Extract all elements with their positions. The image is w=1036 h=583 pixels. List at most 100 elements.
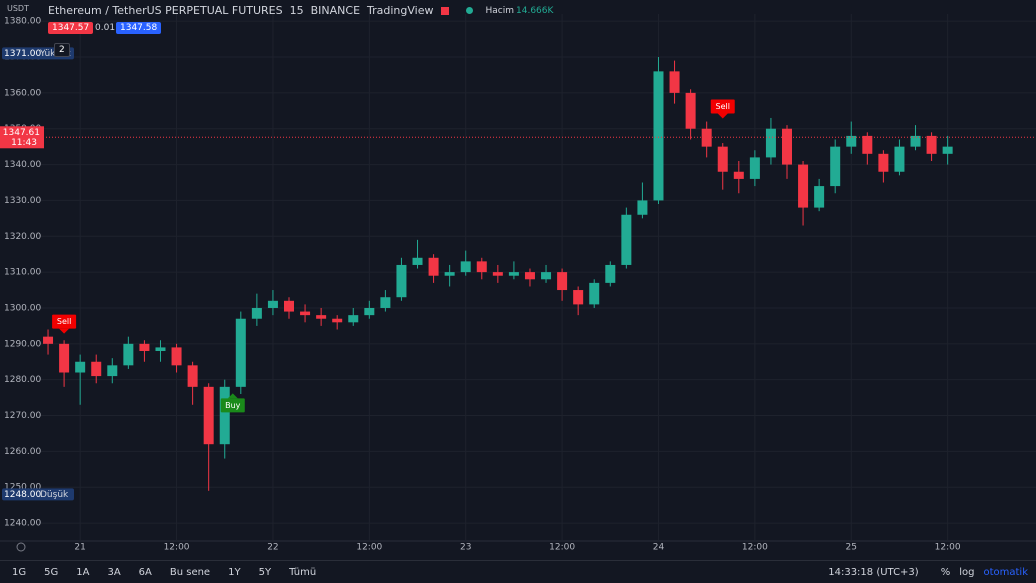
- candle-body: [364, 307, 375, 316]
- candle: [59, 340, 70, 387]
- candle: [332, 315, 343, 330]
- candle: [589, 279, 600, 308]
- signal-label: Sell: [716, 102, 730, 111]
- candle: [765, 117, 776, 165]
- candle: [171, 343, 182, 373]
- candle-body: [926, 135, 937, 154]
- range-button[interactable]: Tümü: [289, 567, 317, 578]
- candle-body: [637, 200, 648, 215]
- y-tick-label: 1260.00: [4, 447, 41, 457]
- candle: [348, 307, 359, 326]
- candle: [814, 178, 825, 212]
- candle-body: [412, 257, 423, 265]
- candle: [91, 354, 102, 384]
- candle-body: [846, 135, 857, 147]
- candle: [926, 132, 937, 161]
- chart: 1240.00 1250.00 1260.00 1270.00 1280.00 1290.…: [0, 14, 1036, 553]
- y-tick-label: 1250.00: [4, 483, 41, 493]
- candle-body: [123, 343, 134, 366]
- ask[interactable]: 1347.58: [116, 22, 162, 34]
- legend: Ethereum / TetherUS PERPETUAL FUTURES 15…: [48, 4, 553, 17]
- percent[interactable]: %: [940, 567, 951, 578]
- candle: [717, 143, 728, 190]
- symbol: Ethereum / TetherUS PERPETUAL FUTURES: [48, 4, 283, 17]
- candle: [300, 304, 311, 323]
- interval: 15: [289, 4, 304, 17]
- signal-box: [220, 398, 245, 413]
- candle-body: [187, 365, 198, 387]
- price-marker-text: Düşük: [40, 490, 69, 500]
- candle: [733, 160, 744, 194]
- candle: [123, 336, 134, 369]
- candle-body: [91, 361, 102, 377]
- auto[interactable]: otomatik: [983, 567, 1028, 578]
- signal-label: Sell: [57, 317, 71, 326]
- candle-body: [653, 71, 664, 201]
- x-tick-label: 12:00: [164, 543, 190, 553]
- candle-body: [380, 297, 391, 308]
- candle-body: [476, 261, 487, 273]
- status: [465, 7, 473, 14]
- candle-body: [669, 71, 680, 93]
- currency[interactable]: USDT: [7, 4, 29, 13]
- range-button[interactable]: 5Y: [258, 567, 272, 578]
- candle: [701, 121, 712, 158]
- y-tick-label: 1270.00: [4, 411, 41, 421]
- range-button[interactable]: 1A: [76, 567, 90, 578]
- x-tick-label: 24: [653, 543, 665, 553]
- x-tick-label: 12:00: [935, 543, 961, 553]
- candle: [444, 264, 455, 287]
- candle-body: [348, 315, 359, 323]
- candle-body: [717, 146, 728, 172]
- candle-body: [749, 157, 760, 179]
- candle: [637, 182, 648, 219]
- range-button[interactable]: 1Y: [228, 567, 241, 578]
- candle: [573, 286, 584, 316]
- price-marker-label: 1371.00: [4, 49, 41, 59]
- range-button[interactable]: 1G: [12, 567, 27, 578]
- last-price-label: 1347.61: [3, 128, 40, 138]
- price-marker-box: [2, 488, 74, 501]
- candle-body: [139, 343, 150, 351]
- y-tick-label: 1360.00: [4, 88, 41, 98]
- range-button[interactable]: 6A: [138, 567, 152, 578]
- range-button[interactable]: 5G: [44, 567, 59, 578]
- candle: [396, 257, 407, 301]
- candle-body: [733, 171, 744, 179]
- candle: [139, 340, 150, 362]
- price-marker-label: 1248.00: [4, 490, 41, 500]
- flag[interactable]: [440, 6, 449, 15]
- candle-body: [75, 361, 86, 373]
- candle: [894, 139, 905, 176]
- candle: [862, 132, 873, 165]
- indicators[interactable]: 2: [54, 43, 70, 57]
- range-button[interactable]: 3A: [107, 567, 121, 578]
- x-tick-label: 12:00: [356, 543, 382, 553]
- candle-body: [492, 272, 503, 276]
- candle: [428, 254, 439, 283]
- candle-body: [589, 282, 600, 305]
- signal-box: [710, 99, 735, 114]
- candle: [284, 297, 294, 319]
- range-button[interactable]: Bu sene: [169, 567, 211, 578]
- candle-body: [765, 128, 776, 158]
- last-price-box: [0, 126, 44, 149]
- candle: [605, 261, 616, 287]
- ranges: 1G 5G 1A 3A 6A Bu sene 1Y 5Y Tümü: [3, 567, 316, 578]
- candle: [187, 361, 198, 405]
- volume-value: 14.666K: [516, 5, 554, 16]
- bid[interactable]: 1347.57: [48, 22, 94, 34]
- x-tick-label: 25: [846, 543, 857, 553]
- candle-body: [878, 153, 889, 172]
- candle-body: [107, 365, 118, 377]
- settings-icon: [16, 542, 26, 552]
- spread: 0.01: [95, 23, 116, 33]
- log[interactable]: log: [959, 567, 975, 578]
- candle-body: [396, 264, 407, 298]
- candle: [508, 261, 519, 280]
- candle: [782, 125, 792, 179]
- candle-body: [685, 92, 696, 129]
- candle: [203, 383, 214, 491]
- candle-body: [267, 300, 278, 308]
